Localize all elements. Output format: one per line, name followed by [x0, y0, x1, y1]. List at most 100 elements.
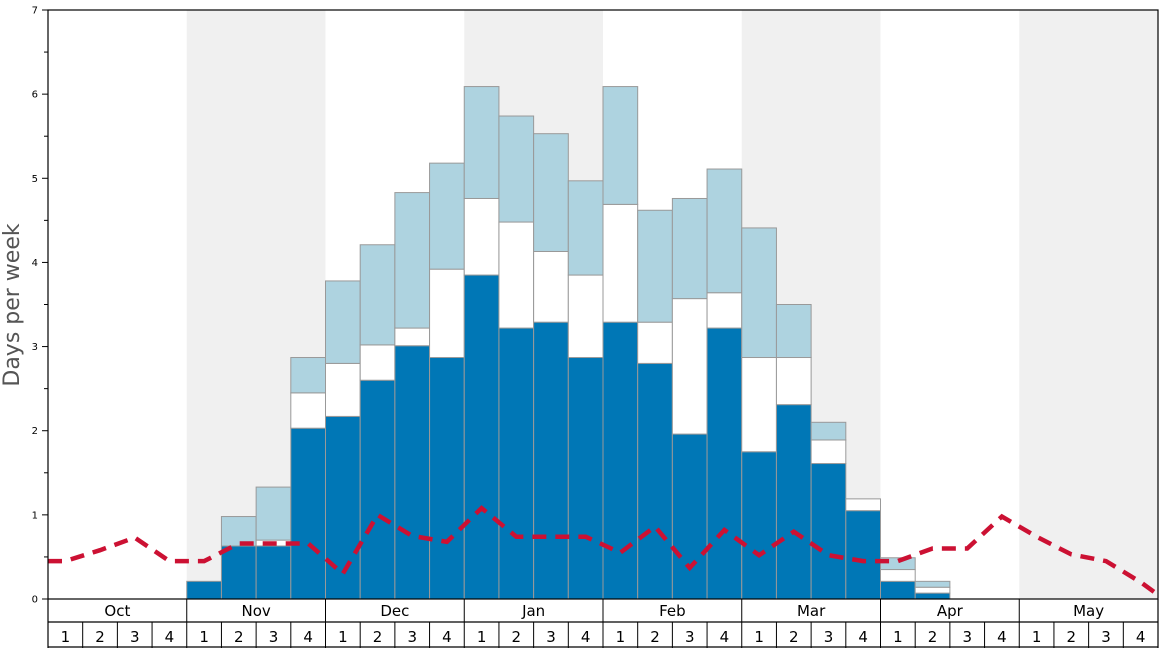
bar-s1-25 — [914, 592, 951, 600]
month-label-jan: Jan — [521, 602, 545, 620]
week-label: 1 — [338, 628, 348, 646]
month-label-mar: Mar — [797, 602, 826, 620]
bar-s2-15 — [567, 274, 604, 359]
month-label-dec: Dec — [380, 602, 409, 620]
week-label: 4 — [720, 628, 730, 646]
bar-s1-9 — [359, 379, 396, 600]
bar-s2-13 — [498, 221, 535, 329]
week-label: 1 — [893, 628, 903, 646]
week-label: 3 — [962, 628, 972, 646]
bar-s2-9 — [359, 344, 396, 381]
week-label: 3 — [824, 628, 834, 646]
bar-series — [186, 86, 951, 600]
bar-s3-17 — [637, 209, 673, 323]
y-tick-label: 4 — [32, 258, 38, 269]
bar-s1-5 — [220, 545, 257, 600]
y-axis-label: Days per week — [0, 223, 25, 386]
bar-s3-19 — [706, 168, 743, 294]
week-label: 1 — [199, 628, 209, 646]
y-tick-label: 6 — [32, 90, 38, 101]
bar-s1-7 — [290, 427, 326, 600]
bar-s1-11 — [429, 357, 465, 600]
bar-s1-19 — [706, 327, 743, 600]
bar-s3-24 — [880, 557, 916, 571]
bar-s2-25 — [914, 586, 951, 594]
month-label-feb: Feb — [659, 602, 686, 620]
bar-s1-18 — [671, 433, 708, 600]
y-axis: 0 1 2 3 4 5 6 7 — [32, 6, 48, 606]
bar-s2-7 — [290, 392, 326, 429]
bar-s1-13 — [498, 327, 535, 600]
week-label: 4 — [581, 628, 591, 646]
bar-s3-12 — [463, 86, 500, 199]
week-label: 3 — [130, 628, 140, 646]
week-label: 2 — [512, 628, 522, 646]
y-tick-label: 0 — [32, 595, 38, 606]
bar-s2-23 — [845, 498, 881, 512]
bar-s1-21 — [775, 404, 812, 600]
bar-s1-6 — [255, 545, 292, 600]
bar-s3-16 — [602, 86, 639, 205]
month-label-apr: Apr — [937, 602, 964, 620]
week-label: 1 — [61, 628, 71, 646]
bar-s1-22 — [810, 463, 847, 600]
dashed-line — [48, 505, 1160, 597]
bar-s2-16 — [602, 203, 639, 323]
bar-s3-20 — [741, 227, 777, 359]
week-label: 4 — [442, 628, 452, 646]
week-label: 1 — [754, 628, 764, 646]
bar-s1-16 — [602, 321, 639, 600]
y-tick-label: 2 — [32, 426, 38, 437]
y-tick-label: 3 — [32, 342, 38, 353]
bar-s2-18 — [671, 298, 708, 435]
month-label-nov: Nov — [241, 602, 270, 620]
bar-s2-19 — [706, 292, 743, 329]
bar-s1-15 — [567, 357, 604, 600]
bar-s2-12 — [463, 197, 500, 276]
bar-s2-22 — [810, 439, 847, 465]
week-label: 4 — [997, 628, 1007, 646]
week-label: 3 — [407, 628, 417, 646]
week-label: 3 — [1101, 628, 1111, 646]
month-label-oct: Oct — [104, 602, 130, 620]
bar-s1-23 — [845, 510, 881, 600]
bar-s3-13 — [498, 115, 535, 223]
bar-s2-20 — [741, 357, 777, 453]
bar-s2-24 — [880, 569, 916, 582]
line-series — [48, 505, 1160, 597]
bar-s1-17 — [637, 362, 673, 600]
bar-s1-24 — [880, 580, 916, 600]
bar-s3-7 — [290, 357, 326, 394]
week-label: 2 — [650, 628, 660, 646]
week-label: 3 — [685, 628, 695, 646]
bar-s2-10 — [394, 327, 431, 347]
bar-s3-6 — [255, 486, 292, 541]
bar-s1-12 — [463, 274, 500, 600]
week-label: 4 — [165, 628, 175, 646]
week-label: 2 — [373, 628, 383, 646]
bar-s3-8 — [325, 280, 361, 364]
bar-s3-15 — [567, 180, 604, 276]
bar-s3-25 — [914, 580, 951, 588]
y-tick-label: 7 — [32, 6, 38, 17]
bar-s3-11 — [429, 162, 465, 270]
week-label: 2 — [234, 628, 244, 646]
bar-s3-22 — [810, 421, 847, 441]
week-label: 3 — [269, 628, 279, 646]
bar-s2-11 — [429, 268, 465, 359]
bar-s2-8 — [325, 362, 361, 417]
bar-s2-17 — [637, 321, 673, 364]
month-shade-may — [1019, 10, 1158, 599]
week-label: 1 — [616, 628, 626, 646]
week-label: 1 — [477, 628, 487, 646]
week-label: 2 — [95, 628, 105, 646]
x-axis: Oct 1 2 3 4 Nov 1 2 3 4 Dec 1 2 3 4 Jan 1 2 3 4 Feb 1 2 3 4 Mar 1 2… — [47, 599, 1159, 648]
bar-s1-4 — [186, 580, 222, 600]
bar-s3-18 — [671, 197, 708, 300]
week-label: 4 — [858, 628, 868, 646]
week-label: 3 — [546, 628, 556, 646]
week-label: 2 — [928, 628, 938, 646]
month-label-may: May — [1073, 602, 1104, 620]
week-label: 2 — [1067, 628, 1077, 646]
